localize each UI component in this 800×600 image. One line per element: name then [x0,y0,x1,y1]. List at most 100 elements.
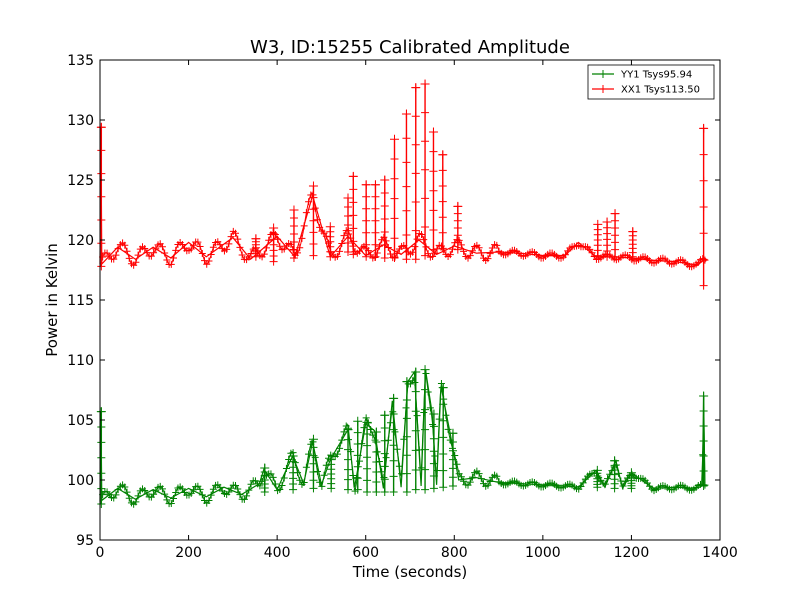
data-point [439,466,448,475]
data-point [438,244,447,253]
data-point [309,443,318,452]
y-tick-label: 125 [67,173,94,189]
data-point [429,447,438,456]
data-point [353,416,363,426]
data-point [411,485,420,494]
data-point [309,484,318,493]
legend-marker [599,85,607,93]
data-point [380,175,390,185]
data-point [97,146,106,155]
y-tick-label: 115 [67,293,94,309]
data-point [453,231,462,240]
data-point [362,252,371,261]
data-point [380,410,390,420]
data-point [429,186,438,195]
data-point [593,219,603,229]
data-point [448,455,457,464]
data-point [610,456,620,466]
data-point [439,433,448,442]
data-point [402,231,411,239]
data-point [439,400,448,409]
data-point [611,252,620,261]
data-point [453,238,462,247]
data-point [699,467,708,475]
data-point [402,206,411,215]
data-point [269,223,279,233]
data-point [349,224,358,233]
data-point [344,203,352,211]
data-point [699,255,708,264]
y-tick-label: 135 [67,53,94,69]
data-point [389,472,398,481]
data-point [390,214,399,223]
data-point [362,204,371,213]
data-point [438,166,447,175]
data-point [429,422,438,431]
legend: YY1 Tsys95.94 XX1 Tsys113.50 [587,64,715,100]
data-point [309,205,318,214]
data-point [402,488,411,496]
data-point [602,217,612,227]
data-point [372,448,381,456]
data-point [429,472,438,480]
data-point [429,484,438,493]
data-point [402,158,411,167]
data-point [411,466,420,474]
data-point [453,224,462,232]
x-tick-label: 200 [175,545,202,561]
data-point [699,123,709,133]
data-point [699,422,708,430]
data-point [309,468,318,476]
y-tick-label: 105 [67,413,94,429]
data-point [699,150,708,159]
data-point [251,234,261,244]
data-point [344,485,352,494]
data-point [371,204,380,213]
data-point [380,475,389,484]
data-point [309,228,318,237]
data-point [699,452,708,460]
data-point [289,238,298,246]
data-point [309,240,318,248]
data-point [402,134,411,143]
data-point [421,445,430,454]
data-point [97,500,106,508]
legend-marker [599,70,607,78]
data-point [309,251,318,260]
x-tick-label: 600 [352,545,379,561]
data-point [402,432,411,441]
data-point [288,451,298,461]
data-point [97,169,106,178]
data-point [363,464,372,473]
data-point [96,122,106,132]
data-point [411,226,420,235]
legend-label: YY1 Tsys95.94 [620,70,692,81]
data-point [348,171,358,181]
y-tick-label: 120 [67,233,94,249]
data-point [401,109,411,119]
x-tick-label: 400 [264,545,291,561]
data-point [453,201,463,211]
data-point [362,216,371,225]
data-point [402,451,411,460]
data-point [344,212,352,220]
data-point [380,215,389,223]
data-point [421,405,430,414]
data-point [402,469,411,478]
data-point [429,409,439,419]
data-point [389,393,399,403]
data-point [380,241,389,249]
data-point [429,245,438,254]
data-point [390,155,399,163]
data-point [390,234,399,243]
data-point [344,445,352,454]
data-point [349,250,358,259]
data-point [448,446,457,455]
data-point [448,473,457,482]
data-point [97,484,106,493]
data-point [448,464,457,473]
data-point [97,453,106,462]
legend-frame [587,64,715,100]
data-point [389,410,398,418]
data-point [411,387,420,396]
